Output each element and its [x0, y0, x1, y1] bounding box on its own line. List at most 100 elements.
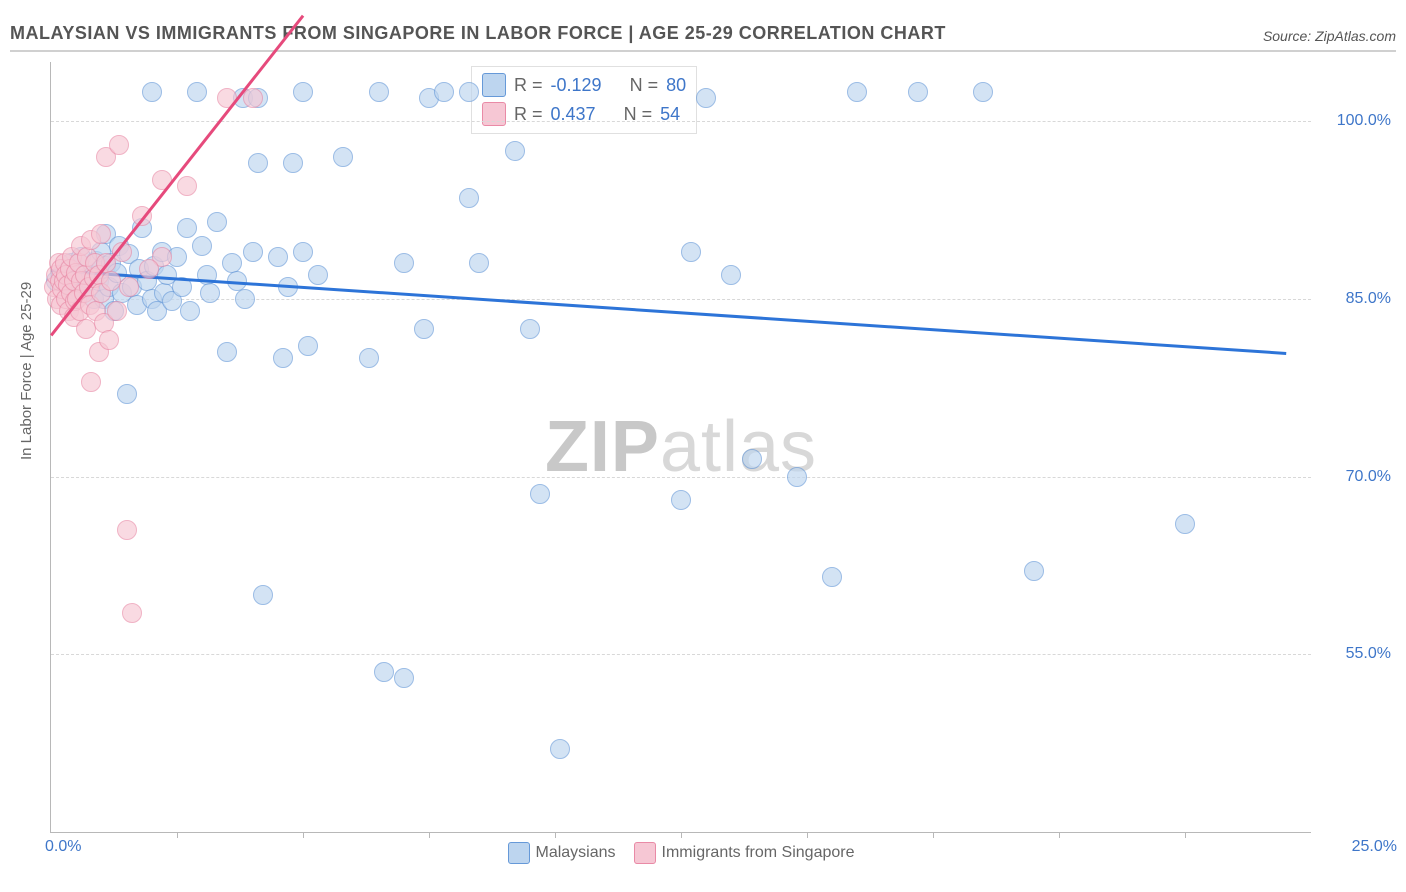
corr-r-label: R =	[514, 100, 543, 129]
data-point-malaysians	[1175, 514, 1195, 534]
data-point-malaysians	[200, 283, 220, 303]
source-prefix: Source:	[1263, 28, 1315, 44]
corr-n-value-singapore: 54	[660, 100, 680, 129]
source-name: ZipAtlas.com	[1315, 28, 1396, 44]
x-max-label: 25.0%	[1352, 838, 1397, 856]
corr-row-singapore: R = 0.437 N = 54	[482, 100, 686, 129]
gridline-h	[51, 477, 1311, 478]
gridline-h	[51, 121, 1311, 122]
data-point-malaysians	[207, 212, 227, 232]
data-point-malaysians	[217, 342, 237, 362]
data-point-malaysians	[973, 82, 993, 102]
data-point-singapore	[107, 301, 127, 321]
y-axis-label: In Labor Force | Age 25-29	[18, 282, 35, 460]
data-point-malaysians	[268, 247, 288, 267]
data-point-malaysians	[530, 484, 550, 504]
data-point-singapore	[139, 259, 159, 279]
data-point-malaysians	[374, 662, 394, 682]
data-point-malaysians	[394, 253, 414, 273]
data-point-malaysians	[369, 82, 389, 102]
data-point-malaysians	[243, 242, 263, 262]
data-point-malaysians	[787, 467, 807, 487]
corr-n-label: N =	[630, 71, 659, 100]
data-point-singapore	[177, 176, 197, 196]
data-point-singapore	[109, 135, 129, 155]
data-point-malaysians	[671, 490, 691, 510]
data-point-malaysians	[742, 449, 762, 469]
data-point-malaysians	[235, 289, 255, 309]
data-point-malaysians	[248, 153, 268, 173]
data-point-malaysians	[273, 348, 293, 368]
data-point-malaysians	[505, 141, 525, 161]
data-point-malaysians	[192, 236, 212, 256]
data-point-malaysians	[359, 348, 379, 368]
data-point-malaysians	[459, 188, 479, 208]
x-tick	[1185, 832, 1186, 838]
gridline-h	[51, 654, 1311, 655]
chart-title: MALAYSIAN VS IMMIGRANTS FROM SINGAPORE I…	[10, 23, 946, 44]
data-point-malaysians	[414, 319, 434, 339]
data-point-singapore	[122, 603, 142, 623]
data-point-malaysians	[847, 82, 867, 102]
y-tick-label: 85.0%	[1321, 290, 1391, 308]
legend-item-malaysians: Malaysians	[508, 842, 616, 864]
data-point-singapore	[119, 277, 139, 297]
data-point-malaysians	[187, 82, 207, 102]
x-tick	[1059, 832, 1060, 838]
watermark-bold: ZIP	[545, 407, 660, 487]
legend-item-singapore: Immigrants from Singapore	[634, 842, 855, 864]
data-point-malaysians	[520, 319, 540, 339]
trend-line-malaysians	[51, 269, 1286, 354]
corr-row-malaysians: R = -0.129 N = 80	[482, 71, 686, 100]
chart-header: MALAYSIAN VS IMMIGRANTS FROM SINGAPORE I…	[10, 12, 1396, 52]
data-point-malaysians	[253, 585, 273, 605]
chart-source: Source: ZipAtlas.com	[1263, 28, 1396, 44]
data-point-malaysians	[180, 301, 200, 321]
legend-label-malaysians: Malaysians	[536, 844, 616, 861]
data-point-malaysians	[681, 242, 701, 262]
data-point-malaysians	[142, 82, 162, 102]
series-legend: Malaysians Immigrants from Singapore	[51, 842, 1311, 864]
corr-n-label: N =	[624, 100, 653, 129]
data-point-malaysians	[117, 384, 137, 404]
data-point-singapore	[117, 520, 137, 540]
data-point-singapore	[91, 224, 111, 244]
x-tick	[555, 832, 556, 838]
data-point-malaysians	[293, 82, 313, 102]
data-point-malaysians	[459, 82, 479, 102]
legend-label-singapore: Immigrants from Singapore	[662, 844, 855, 861]
data-point-malaysians	[394, 668, 414, 688]
corr-r-label: R =	[514, 71, 543, 100]
corr-r-value-singapore: 0.437	[551, 100, 596, 129]
data-point-malaysians	[696, 88, 716, 108]
y-tick-label: 70.0%	[1321, 468, 1391, 486]
data-point-singapore	[99, 330, 119, 350]
data-point-malaysians	[822, 567, 842, 587]
corr-r-value-malaysians: -0.129	[551, 71, 602, 100]
data-point-malaysians	[908, 82, 928, 102]
data-point-singapore	[81, 372, 101, 392]
data-point-malaysians	[1024, 561, 1044, 581]
data-point-malaysians	[177, 218, 197, 238]
data-point-malaysians	[333, 147, 353, 167]
x-tick	[933, 832, 934, 838]
data-point-malaysians	[283, 153, 303, 173]
data-point-singapore	[243, 88, 263, 108]
x-tick	[177, 832, 178, 838]
data-point-malaysians	[550, 739, 570, 759]
x-tick	[681, 832, 682, 838]
data-point-malaysians	[469, 253, 489, 273]
scatter-chart: ZIPatlas R = -0.129 N = 80 R = 0.437 N =…	[50, 62, 1311, 833]
data-point-malaysians	[298, 336, 318, 356]
data-point-malaysians	[721, 265, 741, 285]
data-point-malaysians	[293, 242, 313, 262]
x-tick	[807, 832, 808, 838]
y-tick-label: 100.0%	[1321, 112, 1391, 130]
data-point-malaysians	[434, 82, 454, 102]
corr-n-value-malaysians: 80	[666, 71, 686, 100]
correlation-legend: R = -0.129 N = 80 R = 0.437 N = 54	[471, 66, 697, 134]
corr-swatch-malaysians	[482, 73, 506, 97]
legend-swatch-singapore	[634, 842, 656, 864]
x-tick	[429, 832, 430, 838]
y-tick-label: 55.0%	[1321, 645, 1391, 663]
